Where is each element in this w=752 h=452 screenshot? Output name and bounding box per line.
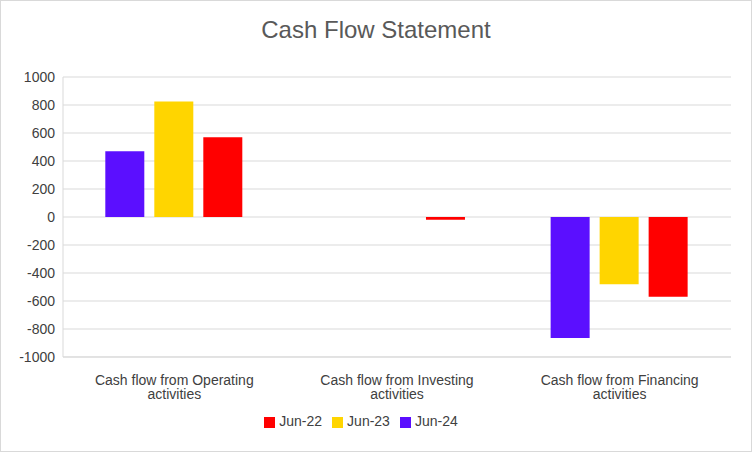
html-text:Jun-24: Jun-24: [414, 413, 458, 429]
svg-text:0: 0: [47, 209, 55, 225]
html-text:Jun-23: Jun-23: [347, 413, 390, 429]
svg-text:Cash flow from Operatingactivi: Cash flow from Operatingactivities: [95, 372, 254, 402]
svg-text:600: 600: [32, 125, 56, 141]
svg-text:-400: -400: [27, 265, 55, 281]
svg-text:800: 800: [32, 97, 56, 113]
html-text:Cash Flow Statement: Cash Flow Statement: [261, 16, 491, 43]
svg-text:400: 400: [32, 153, 56, 169]
html-text:Jun-22: Jun-22: [279, 413, 323, 429]
svg-text:1000: 1000: [24, 69, 55, 85]
svg-text:-600: -600: [27, 293, 55, 309]
svg-text:-200: -200: [27, 237, 55, 253]
svg-text:Cash flow from Financingactivi: Cash flow from Financingactivities: [541, 372, 699, 402]
svg-text:200: 200: [32, 181, 56, 197]
svg-text:-1000: -1000: [19, 349, 55, 365]
svg-text:Cash flow from Investingactivi: Cash flow from Investingactivities: [320, 372, 473, 402]
svg-text:-800: -800: [27, 321, 55, 337]
